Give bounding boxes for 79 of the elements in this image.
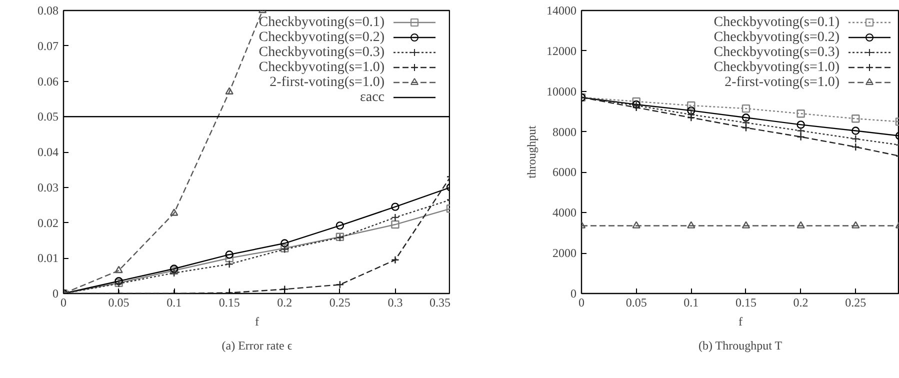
y-tick-label: 12000 <box>546 44 576 58</box>
point <box>852 221 860 228</box>
y-tick-label: 8000 <box>552 124 576 139</box>
point <box>225 254 234 262</box>
point <box>336 221 344 230</box>
legend-label: Checkbyvoting(s=0.2) <box>714 30 840 45</box>
point <box>852 114 860 123</box>
y-tick-label: 4000 <box>552 206 576 220</box>
x-tick-label: 0.2 <box>793 296 808 310</box>
point <box>391 213 400 222</box>
x-tick-label: 0.25 <box>329 296 350 310</box>
point <box>170 268 178 278</box>
legend-label: εacc <box>360 90 385 105</box>
point <box>170 208 178 216</box>
legend-label: Checkbyvoting(s=0.1) <box>258 15 385 30</box>
y-tick-label: 0.02 <box>38 216 58 230</box>
point <box>742 118 750 127</box>
point <box>280 239 289 248</box>
point <box>742 124 750 132</box>
point <box>687 101 696 110</box>
legend-label: Checkbyvoting(s=0.1) <box>714 15 840 30</box>
point <box>796 132 805 141</box>
point <box>852 134 860 143</box>
y-tick-label: 14000 <box>546 4 576 18</box>
point <box>796 120 805 129</box>
point <box>687 221 696 228</box>
x-tick-label: 0.2 <box>277 296 292 310</box>
legend-label: 2-first-voting(s=1.0) <box>724 75 840 90</box>
x-tick-label: 0.15 <box>735 296 756 310</box>
text: (b) Throughput T <box>698 338 783 352</box>
legend-label: Checkbyvoting(s=1.0) <box>714 60 840 75</box>
legend-label: Checkbyvoting(s=1.0) <box>258 60 385 75</box>
x-axis-title: f <box>738 314 742 328</box>
y-tick-label: 0 <box>52 286 58 300</box>
point <box>225 260 234 268</box>
y-tick-label: 0.07 <box>38 38 58 53</box>
legend-label: Checkbyvoting(s=0.3) <box>258 45 385 60</box>
point <box>742 114 750 122</box>
point <box>742 221 750 228</box>
x-tick-label: 0.15 <box>218 296 240 310</box>
point <box>225 87 234 94</box>
y-tick-label: 6000 <box>552 165 576 180</box>
point <box>687 106 696 115</box>
y-tick-label: 2000 <box>552 246 576 260</box>
point <box>225 250 234 259</box>
x-tick-label: 0.25 <box>845 296 866 310</box>
x-tick-label: 0.05 <box>626 296 647 310</box>
x-axis-title: f <box>255 314 259 328</box>
point <box>687 114 696 122</box>
legend-label: Checkbyvoting(s=0.2) <box>258 30 385 45</box>
legend-label: Checkbyvoting(s=0.3) <box>714 45 840 60</box>
point <box>796 126 805 135</box>
text: (a) Error rate ϵ <box>222 338 292 352</box>
point <box>114 266 123 274</box>
point <box>742 104 750 113</box>
y-tick-label: 0.08 <box>38 4 58 18</box>
point <box>391 220 400 229</box>
point <box>852 142 860 152</box>
point <box>391 256 400 264</box>
y-tick-label: 0.06 <box>38 74 58 88</box>
point <box>336 280 344 289</box>
point <box>852 126 860 135</box>
y-tick-label: 10000 <box>546 84 576 98</box>
y-tick-label: 0.01 <box>38 251 58 266</box>
x-tick-label: 0.05 <box>108 296 130 310</box>
y-tick-label: 0.03 <box>38 180 58 194</box>
x-tick-label: 0.3 <box>388 296 403 310</box>
x-tick-label: 0.35 <box>430 296 450 310</box>
point <box>632 221 640 228</box>
y-tick-label: 0 <box>570 286 576 300</box>
y-tick-label: 0.04 <box>38 145 58 159</box>
y-axis-title: throughput <box>524 125 538 178</box>
x-tick-label: 0.1 <box>166 296 182 310</box>
point <box>391 202 400 211</box>
point <box>796 221 805 228</box>
point <box>796 109 805 118</box>
legend-label: 2-first-voting(s=1.0) <box>270 75 385 90</box>
x-tick-label: 0.1 <box>684 296 699 310</box>
y-tick-label: 0.05 <box>38 110 58 124</box>
